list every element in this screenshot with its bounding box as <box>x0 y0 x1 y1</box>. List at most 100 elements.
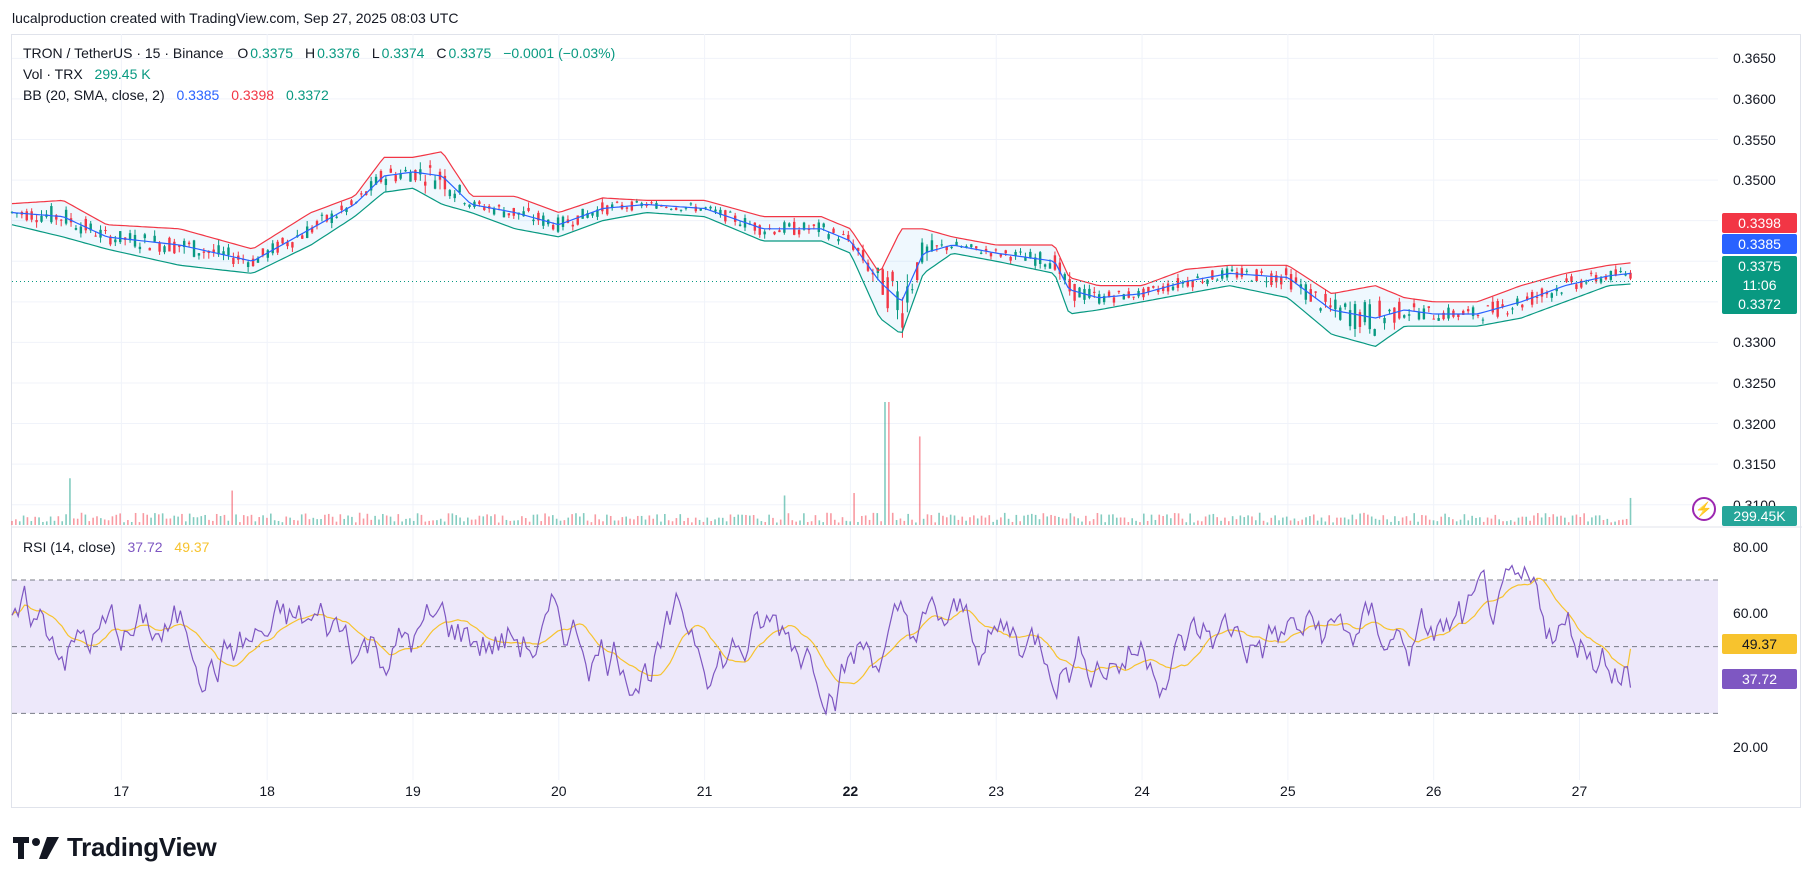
volume-bar <box>679 514 682 525</box>
candle-body <box>310 227 314 233</box>
volume-bar <box>799 520 801 525</box>
volume-bar <box>192 517 195 525</box>
candle-body <box>133 234 137 247</box>
volume-bar <box>1486 517 1489 525</box>
volume-bar <box>1537 513 1539 525</box>
candle-body <box>1294 277 1298 283</box>
volume-bar <box>223 514 226 525</box>
candle-body <box>709 206 712 209</box>
candle-body <box>615 201 619 203</box>
volume-bar <box>11 520 13 525</box>
volume-bar <box>509 520 512 525</box>
volume-bar <box>1170 518 1172 525</box>
volume-bar <box>100 518 102 525</box>
volume-bar <box>864 515 867 525</box>
volume-bar <box>1336 517 1338 525</box>
candle-body <box>74 228 78 230</box>
candle-body <box>1314 291 1317 293</box>
volume-bar <box>926 514 929 525</box>
volume-bar <box>1324 521 1327 525</box>
candle-body <box>1260 271 1263 273</box>
volume-bar <box>1146 520 1149 525</box>
volume-bar <box>1231 516 1234 525</box>
volume-bar <box>1598 515 1601 525</box>
volume-bar <box>949 514 952 525</box>
volume-bar <box>478 515 481 525</box>
volume-bar <box>1285 516 1288 525</box>
volume-bar <box>455 515 458 525</box>
volume-bar <box>1382 515 1385 525</box>
candle-body <box>586 213 589 218</box>
candle-body <box>424 181 427 186</box>
volume-bar <box>644 519 647 525</box>
candle-body <box>1176 278 1180 288</box>
volume-tag: 299.45K <box>1722 506 1797 526</box>
volume-bar <box>320 519 322 525</box>
volume-bar <box>277 520 280 525</box>
volume-bar <box>26 517 29 525</box>
volume-bar <box>752 515 755 525</box>
price-tick-label: 0.3300 <box>1733 334 1776 351</box>
volume-bar <box>1189 513 1191 525</box>
candle-body <box>428 165 432 168</box>
volume-bar <box>764 521 767 525</box>
volume-bar <box>436 520 438 525</box>
candle-body <box>261 248 265 256</box>
candle-body <box>212 249 215 253</box>
candle-body <box>817 222 820 233</box>
rsi-label[interactable]: RSI (14, close) <box>23 539 116 555</box>
candle-body <box>345 207 348 212</box>
volume-bar <box>339 514 342 525</box>
volume-bar <box>633 519 635 525</box>
time-tick-label: 20 <box>550 783 567 799</box>
legend-symbol[interactable]: TRON / TetherUS · 15 · Binance <box>23 45 224 61</box>
volume-bar <box>833 519 836 525</box>
vol-label[interactable]: Vol · TRX <box>23 66 83 82</box>
volume-bar <box>73 518 75 525</box>
volume-bar <box>1216 517 1218 525</box>
tradingview-logo[interactable]: TradingView <box>13 832 217 863</box>
volume-bar <box>1262 520 1265 525</box>
bb-upper-value: 0.3398 <box>231 87 275 103</box>
candle-body <box>404 169 407 172</box>
legend-o-label: O <box>237 45 249 61</box>
candle-body <box>679 209 683 211</box>
volume-bar <box>721 517 724 525</box>
tradingview-logo-icon <box>13 836 59 859</box>
volume-bar <box>428 520 430 525</box>
volume-bar <box>868 519 871 525</box>
volume-bar <box>270 513 272 525</box>
volume-bar <box>640 515 643 525</box>
volume-bar <box>532 514 535 525</box>
rsi-tick-label: 20.00 <box>1733 738 1769 755</box>
volume-bar <box>447 513 450 525</box>
volume-bar <box>246 516 249 525</box>
candle-body <box>694 206 698 212</box>
volume-bar <box>1293 518 1296 525</box>
volume-bar <box>1390 521 1392 525</box>
candle-body <box>222 251 225 255</box>
volume-bar <box>903 520 906 525</box>
volume-bar <box>922 518 925 525</box>
header-attribution: lucalproduction created with TradingView… <box>12 10 459 26</box>
volume-bar <box>617 520 620 525</box>
candle-body <box>601 202 604 212</box>
candle-body <box>1580 280 1583 288</box>
bb-label[interactable]: BB (20, SMA, close, 2) <box>23 87 165 103</box>
lightning-bolt-icon[interactable]: ⚡ <box>1692 497 1716 521</box>
volume-bar <box>756 518 759 525</box>
volume-bar <box>698 519 701 525</box>
volume-bar <box>1073 516 1076 525</box>
candle-body <box>684 207 688 209</box>
volume-bar <box>45 521 48 525</box>
volume-bar <box>810 521 813 525</box>
volume-bar <box>779 519 782 525</box>
candle-body <box>389 168 393 173</box>
candle-body <box>251 258 255 267</box>
candle-body <box>173 241 176 254</box>
volume-bar <box>1606 518 1609 525</box>
volume-bar <box>1309 516 1311 525</box>
candle-body <box>1245 270 1248 272</box>
volume-bar <box>374 515 376 525</box>
